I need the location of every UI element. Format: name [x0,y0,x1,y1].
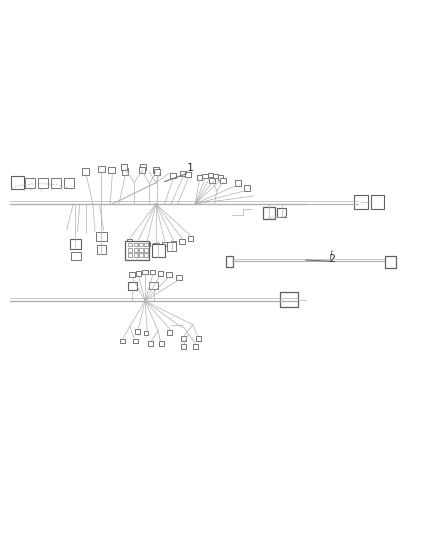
Bar [136,240,141,245]
Bar [354,196,368,209]
Bar [140,164,146,170]
Bar [153,243,159,247]
Bar [135,329,140,334]
Bar [262,207,275,219]
Bar [385,256,396,268]
Bar [371,196,384,209]
Bar [193,344,198,349]
Bar [167,330,172,335]
Bar [128,243,132,246]
Bar [188,236,193,241]
Bar [121,168,128,175]
Bar [142,270,148,274]
Bar [139,243,143,246]
Bar [11,176,24,189]
Bar [144,248,148,252]
Bar [235,180,241,186]
Bar [98,166,105,172]
Bar [150,270,155,274]
Text: 1: 1 [187,164,194,173]
Bar [139,167,145,173]
Bar [208,173,213,177]
Bar [39,179,48,188]
Bar [129,272,134,277]
Bar [170,173,176,179]
Bar [244,185,250,191]
Bar [152,244,165,257]
Bar [153,167,159,173]
Bar [167,242,177,251]
Bar [128,253,132,257]
Bar [220,178,226,183]
Bar [280,293,298,308]
Bar [180,239,185,244]
Bar [144,330,148,335]
Bar [181,344,186,349]
Bar [197,175,202,180]
Bar [171,240,176,245]
Bar [166,272,172,277]
Bar [64,179,74,188]
Bar [202,174,208,179]
Bar [149,282,158,289]
Bar [180,171,186,176]
Bar [134,243,138,246]
Bar [185,172,191,177]
Bar [159,341,164,346]
Bar [109,167,116,173]
Bar [196,336,201,341]
Bar [125,241,149,260]
Bar [209,178,215,183]
Bar [144,253,148,257]
Bar [71,252,81,260]
Bar [213,174,218,179]
Bar [70,239,81,249]
Bar [134,253,138,257]
Bar [144,243,148,246]
Bar [158,271,163,276]
Bar [145,241,150,246]
Bar [127,239,132,244]
Bar [226,256,233,266]
Bar [134,248,138,252]
Bar [120,164,127,170]
Bar [51,179,61,188]
Bar [218,175,223,180]
Bar [96,231,107,241]
Bar [12,179,22,188]
Bar [277,208,286,217]
Bar [82,168,89,175]
Bar [97,245,106,254]
Bar [120,338,125,343]
Bar [133,338,138,343]
Bar [148,341,153,346]
Bar [127,282,137,290]
Bar [136,271,141,276]
Bar [162,241,167,246]
Bar [177,275,182,280]
Text: 2: 2 [328,254,336,263]
Bar [139,253,143,257]
Bar [128,248,132,252]
Bar [25,179,35,188]
Bar [181,336,186,341]
Bar [139,248,143,252]
Bar [154,169,160,175]
